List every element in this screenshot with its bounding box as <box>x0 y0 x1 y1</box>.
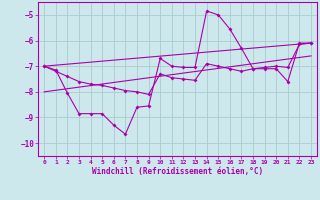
X-axis label: Windchill (Refroidissement éolien,°C): Windchill (Refroidissement éolien,°C) <box>92 167 263 176</box>
